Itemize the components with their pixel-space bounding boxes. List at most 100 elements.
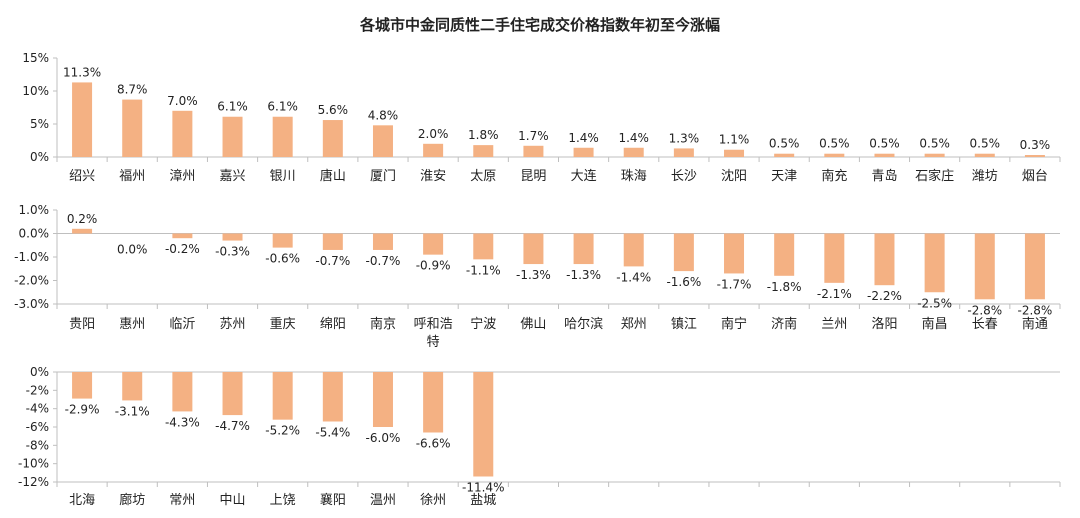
- data-label: -6.0%: [366, 431, 401, 445]
- data-label: 0.5%: [869, 137, 900, 151]
- y-tick-label: 15%: [22, 51, 49, 65]
- data-label: -1.8%: [767, 280, 802, 294]
- data-label: 0.0%: [117, 243, 148, 257]
- bar: [523, 233, 544, 265]
- bar: [974, 153, 995, 157]
- category-label: 福州: [119, 169, 145, 184]
- category-label: 淮安: [420, 169, 446, 184]
- bar: [874, 153, 895, 157]
- bar: [322, 120, 343, 157]
- category-label: 漳州: [169, 168, 195, 184]
- y-tick-label: -2.0%: [14, 274, 49, 288]
- category-label: 南昌: [922, 316, 948, 332]
- bar: [222, 233, 243, 241]
- category-label: 北海: [69, 493, 95, 508]
- data-label: 4.8%: [368, 108, 399, 122]
- category-label: 宁波: [470, 316, 496, 332]
- y-tick-label: -8%: [26, 438, 49, 452]
- data-label: -0.2%: [165, 242, 200, 256]
- category-label: 洛阳: [871, 317, 897, 332]
- category-label: 烟台: [1022, 169, 1048, 184]
- data-label: -3.1%: [115, 404, 150, 418]
- data-label: -1.6%: [666, 275, 701, 289]
- bar: [222, 372, 243, 416]
- bar: [272, 372, 293, 420]
- data-label: 7.0%: [167, 94, 198, 108]
- data-label: 11.3%: [63, 65, 101, 79]
- data-label: 8.7%: [117, 83, 148, 97]
- data-label: 5.6%: [318, 103, 349, 117]
- category-label: 中山: [220, 493, 246, 508]
- data-label: 0.2%: [67, 212, 98, 226]
- data-label: 0.5%: [819, 137, 850, 151]
- data-label: -1.7%: [717, 277, 752, 291]
- y-tick-label: 5%: [30, 117, 49, 131]
- bar: [272, 116, 293, 157]
- bar: [1024, 155, 1045, 157]
- chart-panel-3: 0% -2% -4% -6% -8% -10% -12% -2.9% 北海 -3.1% 廊坊 -4.3…: [18, 365, 1061, 508]
- bar: [974, 233, 995, 300]
- data-label: 6.1%: [217, 100, 248, 114]
- data-label: -0.9%: [416, 259, 451, 273]
- category-label: 常州: [169, 493, 195, 508]
- bar: [172, 233, 193, 239]
- category-label: 苏州: [220, 316, 246, 332]
- category-label: 惠州: [119, 317, 145, 332]
- bar: [523, 145, 544, 157]
- bar: [824, 233, 845, 283]
- data-label: -1.1%: [466, 263, 501, 277]
- category-label: 佛山: [520, 317, 546, 332]
- bar: [824, 153, 845, 157]
- category-label: 镇江: [671, 317, 697, 332]
- category-label: 南京: [370, 316, 396, 332]
- bar: [623, 147, 644, 157]
- bar: [473, 372, 494, 477]
- category-label: 兰州: [821, 317, 847, 332]
- bar: [673, 148, 694, 157]
- bar: [573, 147, 594, 157]
- category-label: 唐山: [320, 168, 346, 184]
- bar: [222, 116, 243, 157]
- bar: [172, 372, 193, 412]
- data-label: -1.3%: [516, 268, 551, 282]
- category-label: 上饶: [270, 493, 296, 508]
- bar: [924, 153, 945, 157]
- data-label: -0.7%: [315, 254, 350, 268]
- category-label: 重庆: [270, 316, 296, 332]
- category-label: 襄阳: [320, 492, 346, 508]
- y-tick-label: 0%: [30, 150, 49, 164]
- category-label: 长沙: [671, 169, 697, 184]
- category-label: 廊坊: [119, 492, 145, 508]
- bar: [774, 153, 795, 157]
- category-label: 南充: [821, 168, 847, 184]
- category-label: 呼和浩特: [414, 317, 453, 350]
- data-label: 1.7%: [518, 129, 549, 143]
- bar: [372, 125, 393, 157]
- bar: [423, 233, 444, 255]
- data-label: -2.8%: [967, 303, 1002, 317]
- data-label: -2.1%: [817, 287, 852, 301]
- y-tick-label: 0.0%: [19, 227, 50, 241]
- data-label: 6.1%: [267, 100, 298, 114]
- data-label: 0.3%: [1020, 138, 1051, 152]
- category-label: 珠海: [621, 169, 647, 184]
- category-label: 沈阳: [721, 169, 747, 184]
- category-label: 温州: [370, 493, 396, 508]
- bar: [372, 233, 393, 250]
- bar: [72, 228, 93, 234]
- y-tick-label: -6%: [26, 420, 49, 434]
- data-label: 1.3%: [669, 131, 700, 145]
- y-tick-label: -1.0%: [14, 250, 49, 264]
- category-label: 盐城: [470, 493, 496, 508]
- bar: [423, 143, 444, 157]
- data-label: -5.2%: [265, 424, 300, 438]
- data-label: 1.1%: [719, 133, 750, 147]
- chart-panel-2: 1.0% 0.0% -1.0% -2.0% -3.0% 0.2% 贵阳 0.0% 惠州 -0.2%…: [14, 203, 1061, 350]
- category-label: 绍兴: [69, 169, 95, 184]
- category-label: 石家庄: [915, 168, 954, 184]
- bar: [72, 372, 93, 399]
- bar: [372, 372, 393, 427]
- data-label: -0.3%: [215, 245, 250, 259]
